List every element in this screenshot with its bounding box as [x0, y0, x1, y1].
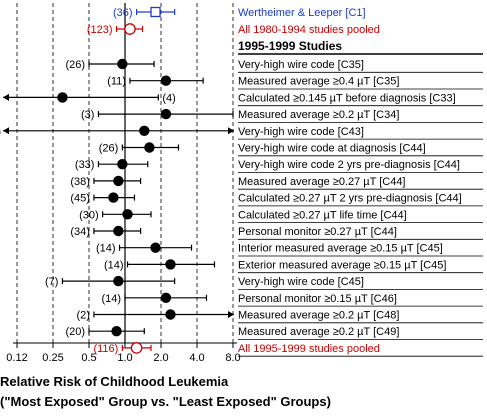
case-count: (11): [107, 76, 126, 88]
x-axis-title-line2: ("Most Exposed" Group vs. "Least Exposed…: [0, 394, 331, 409]
study-label: Personal monitor ≥0.27 µT [C44]: [238, 226, 397, 238]
ci-arrow-right: [228, 311, 234, 318]
study-label: Interior measured average ≥0.15 µT [C45]: [238, 243, 443, 255]
case-count: (26): [99, 143, 119, 155]
case-count: (20): [65, 326, 85, 338]
study-label: Measured average ≥0.2 µT [C49]: [238, 326, 399, 338]
study-label: All 1980-1994 studies pooled: [238, 24, 380, 36]
point-estimate: [117, 159, 128, 170]
study-label: Very-high wire code [C35]: [238, 59, 364, 71]
study-label: All 1995-1999 studies pooled: [238, 343, 380, 355]
point-estimate: [160, 292, 172, 303]
x-axis-title-line1: Relative Risk of Childhood Leukemia: [0, 374, 229, 389]
point-estimate: [160, 75, 172, 86]
point-estimate: [150, 6, 161, 18]
study-label: Measured average ≥0.2 µT [C48]: [238, 310, 399, 322]
point-estimate: [111, 326, 122, 337]
study-label: Calculated ≥0.27 µT 2 yrs pre-diagnosis …: [238, 193, 462, 205]
case-count: (123): [87, 24, 113, 36]
case-count: (116): [93, 343, 118, 355]
case-count: (33): [75, 159, 95, 171]
study-label: Calculated ≥0.145 µT before diagnosis [C…: [238, 92, 456, 104]
case-count: (14): [101, 293, 121, 305]
case-count: (4): [162, 92, 175, 104]
point-estimate: [113, 275, 124, 287]
case-count: (30): [79, 209, 99, 221]
x-tick-label: 1.0: [117, 352, 132, 364]
point-estimate: [117, 58, 128, 70]
point-estimate: [130, 342, 143, 354]
study-label: Measured average ≥0.27 µT [C44]: [238, 176, 406, 188]
study-label: Measured average ≥0.4 µT [C35]: [238, 76, 399, 88]
point-estimate: [160, 108, 172, 120]
study-label: Personal monitor ≥0.15 µT [C46]: [238, 293, 397, 305]
ci-arrow-right: [228, 127, 234, 135]
x-tick-label: 4.0: [189, 352, 204, 364]
section-header: 1995-1999 Studies: [238, 39, 342, 53]
study-label: Very-high wire code [C43]: [238, 126, 364, 138]
point-estimate: [144, 142, 155, 153]
study-label: Very-high wire code 2 yrs pre-diagnosis …: [238, 159, 460, 171]
study-label: Calculated ≥0.27 µT life time [C44]: [238, 209, 407, 221]
point-estimate: [113, 175, 124, 187]
point-estimate: [57, 92, 68, 103]
point-estimate: [150, 242, 161, 253]
x-tick-label: 0.5: [81, 352, 96, 364]
study-label: Exterior measured average ≥0.15 µT [C45]: [238, 259, 446, 271]
study-label: Very-high wire code [C45]: [238, 276, 364, 288]
ci-arrow-left: [3, 93, 9, 101]
x-tick-label: 0.12: [6, 352, 27, 364]
case-count: (38): [70, 176, 90, 188]
x-tick-label: 2.0: [153, 352, 168, 364]
case-count: (26): [65, 59, 85, 71]
case-count: (45): [70, 193, 90, 205]
case-count: (3): [81, 109, 94, 121]
case-count: (2): [76, 310, 89, 322]
case-count: (36): [113, 7, 133, 19]
case-count: (14): [96, 243, 116, 255]
point-estimate: [165, 259, 176, 270]
case-count: (5): [0, 126, 1, 138]
x-tick-label: 8.0: [225, 352, 240, 364]
point-estimate: [124, 23, 136, 35]
case-count: (34): [70, 226, 90, 238]
case-count: (7): [45, 276, 58, 288]
ci-arrow-left: [3, 127, 9, 135]
point-estimate: [165, 309, 176, 320]
point-estimate: [122, 209, 133, 220]
point-estimate: [139, 125, 150, 136]
study-label: Measured average ≥0.2 µT [C34]: [238, 109, 399, 121]
study-label: Very-high wire code at diagnosis [C44]: [238, 143, 426, 155]
study-label: Wertheimer & Leeper [C1]: [238, 7, 366, 19]
point-estimate: [108, 192, 119, 203]
x-tick-label: 0.25: [42, 352, 63, 364]
point-estimate: [113, 225, 124, 237]
case-count: (14): [104, 259, 124, 271]
